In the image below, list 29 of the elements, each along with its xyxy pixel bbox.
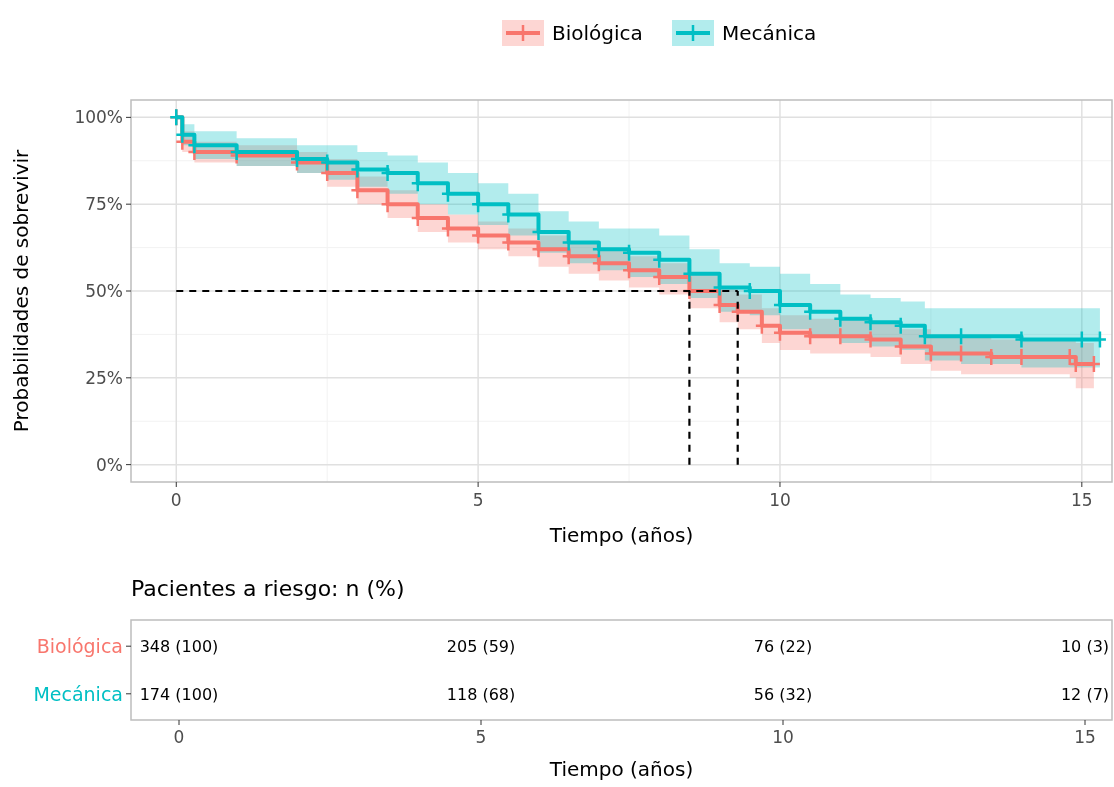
x-tick-label: 0 xyxy=(170,490,182,510)
x-tick-label: 5 xyxy=(475,727,487,747)
y-tick-label: 0% xyxy=(96,454,123,475)
x-axis-title: Tiempo (años) xyxy=(548,757,694,781)
x-tick-label: 15 xyxy=(1071,490,1093,510)
y-tick-label: 75% xyxy=(85,194,123,215)
y-tick-label: 100% xyxy=(74,107,123,128)
text: 118 (68) xyxy=(446,684,516,704)
y-tick-label: Biológica xyxy=(36,635,123,658)
text: 56 (32) xyxy=(753,684,813,704)
text: 174 (100) xyxy=(139,684,219,704)
legend-label: Mecánica xyxy=(722,21,817,45)
text: 205 (59) xyxy=(446,637,516,657)
text: 10 (3) xyxy=(1060,637,1110,657)
chart-title: Pacientes a riesgo: n (%) xyxy=(131,576,405,601)
legend-label: Biológica xyxy=(552,21,643,45)
text: 76 (22) xyxy=(753,637,813,657)
x-tick-label: 10 xyxy=(772,727,794,747)
x-tick-label: 15 xyxy=(1074,727,1096,747)
x-tick-label: 5 xyxy=(472,490,484,510)
y-tick-label: Mecánica xyxy=(33,682,123,705)
x-tick-label: 10 xyxy=(769,490,791,510)
text: 12 (7) xyxy=(1060,684,1110,704)
y-tick-label: 50% xyxy=(85,281,123,301)
y-tick-label: 25% xyxy=(85,367,123,388)
x-tick-label: 0 xyxy=(173,727,185,747)
text: 348 (100) xyxy=(139,637,219,657)
x-axis-title: Tiempo (años) xyxy=(548,523,694,547)
y-axis-title: Probabilidades de sobrevivir xyxy=(9,148,33,433)
